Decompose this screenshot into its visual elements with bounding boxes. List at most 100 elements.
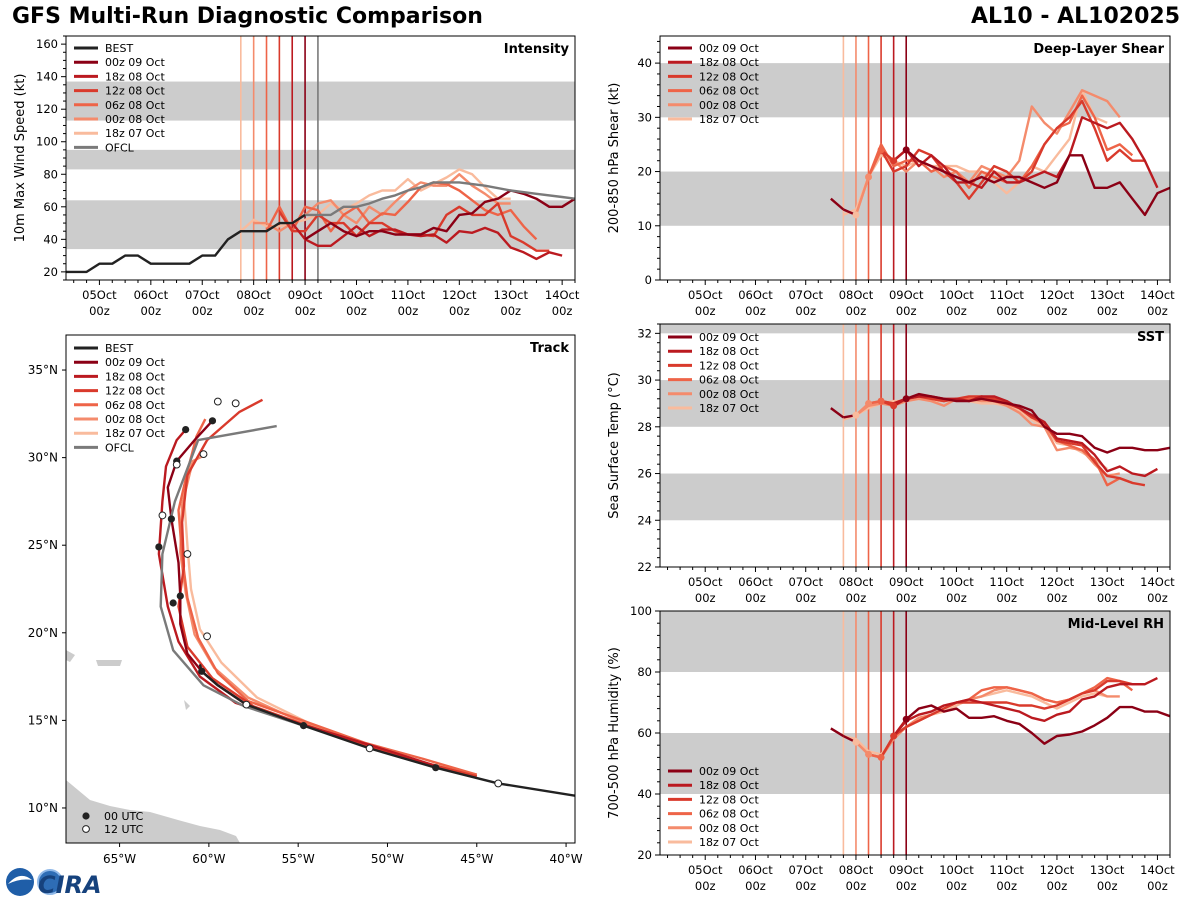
init-point <box>902 395 910 403</box>
noaa-logo-icon <box>6 868 34 896</box>
legend-label: 06z 08 Oct <box>105 99 165 112</box>
series-18z-08-oct <box>291 222 563 261</box>
panel-title: SST <box>1137 330 1164 345</box>
x-tick-label: 10Oct <box>939 575 974 589</box>
lat-tick-label: 30°N <box>28 451 58 465</box>
legend-label: 12z 08 Oct <box>699 70 759 83</box>
shaded-band <box>66 149 575 170</box>
x-tick-label: 11Oct <box>391 288 426 302</box>
x-tick-label: 14Oct <box>1140 288 1175 302</box>
x-tick-label: 00z <box>946 591 967 605</box>
legend-label: 00z 09 Oct <box>105 56 165 69</box>
marker-12-utc <box>183 550 192 558</box>
shear-plot-area <box>660 36 1170 280</box>
init-point <box>865 173 873 181</box>
marker-12-utc <box>213 397 222 406</box>
analysis-segment <box>830 727 845 738</box>
y-tick-label: 60 <box>43 200 58 214</box>
legend-label: 18z 08 Oct <box>105 370 165 383</box>
x-tick-label: 00z <box>1097 591 1118 605</box>
marker-12-utc <box>158 511 167 520</box>
track-plot-area <box>66 397 575 843</box>
x-tick-label: 00z <box>996 879 1017 893</box>
y-tick-label: 28 <box>637 420 652 434</box>
lon-tick-label: 65°W <box>103 852 136 866</box>
marker-00-utc <box>208 417 217 425</box>
x-tick-label: 00z <box>500 304 521 318</box>
legend-label: 12z 08 Oct <box>699 359 759 372</box>
marker-12-utc <box>203 632 211 641</box>
legend-marker-12 <box>82 825 90 833</box>
x-tick-label: 00z <box>795 591 816 605</box>
legend-label: 00z 09 Oct <box>105 356 165 369</box>
x-tick-label: 06Oct <box>738 863 773 877</box>
x-tick-label: 00z <box>192 304 213 318</box>
legend-label: 18z 07 Oct <box>105 127 165 140</box>
x-tick-label: 00z <box>795 304 816 318</box>
track-00z-08-oct <box>179 453 478 776</box>
x-tick-label: 00z <box>896 304 917 318</box>
init-point <box>877 397 885 405</box>
x-tick-label: 10Oct <box>939 288 974 302</box>
x-tick-label: 00z <box>896 591 917 605</box>
legend-label: 00z 08 Oct <box>699 388 759 401</box>
x-tick-label: 00z <box>846 591 867 605</box>
init-point <box>890 157 898 165</box>
legend-label: 00z 09 Oct <box>699 42 759 55</box>
lon-tick-label: 40°W <box>549 852 582 866</box>
series-18z-07-oct <box>240 168 511 233</box>
x-tick-label: 11Oct <box>989 575 1024 589</box>
marker-00-utc <box>167 515 175 523</box>
x-tick-label: 00z <box>295 304 316 318</box>
land-mass <box>184 700 190 710</box>
legend-label: 12z 08 Oct <box>105 85 165 98</box>
x-tick-label: 00z <box>140 304 161 318</box>
rh-panel: 05Oct 00z 06Oct 00z 07Oct 00z 08Oct 00z 09Oct 00z… <box>607 604 1175 893</box>
legend-label: 12 UTC <box>104 823 144 836</box>
shear-frame <box>659 35 1171 281</box>
legend-label: 00 UTC <box>104 810 144 823</box>
x-tick-label: 05Oct <box>82 288 117 302</box>
x-tick-label: 12Oct <box>442 288 477 302</box>
x-tick-label: 00z <box>946 304 967 318</box>
lon-tick-label: 60°W <box>192 852 225 866</box>
cira-logo: CIRA <box>6 868 102 899</box>
series-00z-09-oct <box>905 148 1170 217</box>
storm-id: AL10 - AL102025 <box>971 4 1180 29</box>
y-tick-label: 22 <box>637 560 652 574</box>
x-tick-label: 09Oct <box>889 575 924 589</box>
land-mass <box>66 780 240 843</box>
x-tick-label: 00z <box>1097 304 1118 318</box>
shaded-band <box>660 473 1170 521</box>
legend-label: 18z 07 Oct <box>699 113 759 126</box>
x-tick-label: 12Oct <box>1040 575 1075 589</box>
x-tick-label: 00z <box>1047 304 1068 318</box>
x-tick-label: 13Oct <box>1090 288 1125 302</box>
legend-label: 18z 08 Oct <box>105 70 165 83</box>
x-tick-label: 06Oct <box>738 288 773 302</box>
series-18z-07-oct <box>842 88 1108 217</box>
marker-00-utc <box>432 764 440 772</box>
shear-panel: 05Oct 00z 06Oct 00z 07Oct 00z 08Oct 00z 09Oct 00z… <box>607 35 1175 318</box>
sst-plot-area <box>660 324 1170 567</box>
init-point <box>902 715 910 723</box>
legend-label: 06z 08 Oct <box>699 85 759 98</box>
analysis-segment <box>830 197 845 211</box>
x-tick-label: 00z <box>346 304 367 318</box>
analysis-segment <box>880 735 895 759</box>
x-tick-label: 13Oct <box>493 288 528 302</box>
x-tick-label: 00z <box>1047 879 1068 893</box>
y-tick-label: 26 <box>637 467 652 481</box>
y-tick-label: 30 <box>637 110 652 124</box>
x-tick-label: 06Oct <box>134 288 169 302</box>
legend-label: 18z 08 Oct <box>699 345 759 358</box>
x-tick-label: 10Oct <box>339 288 374 302</box>
series-best <box>66 213 306 274</box>
legend-label: 00z 09 Oct <box>699 331 759 344</box>
lon-tick-label: 50°W <box>371 852 404 866</box>
rh-frame <box>659 610 1171 856</box>
y-tick-label: 40 <box>637 56 652 70</box>
logo-text: CIRA <box>38 871 102 899</box>
x-tick-label: 08Oct <box>839 863 874 877</box>
y-tick-label: 80 <box>43 167 58 181</box>
